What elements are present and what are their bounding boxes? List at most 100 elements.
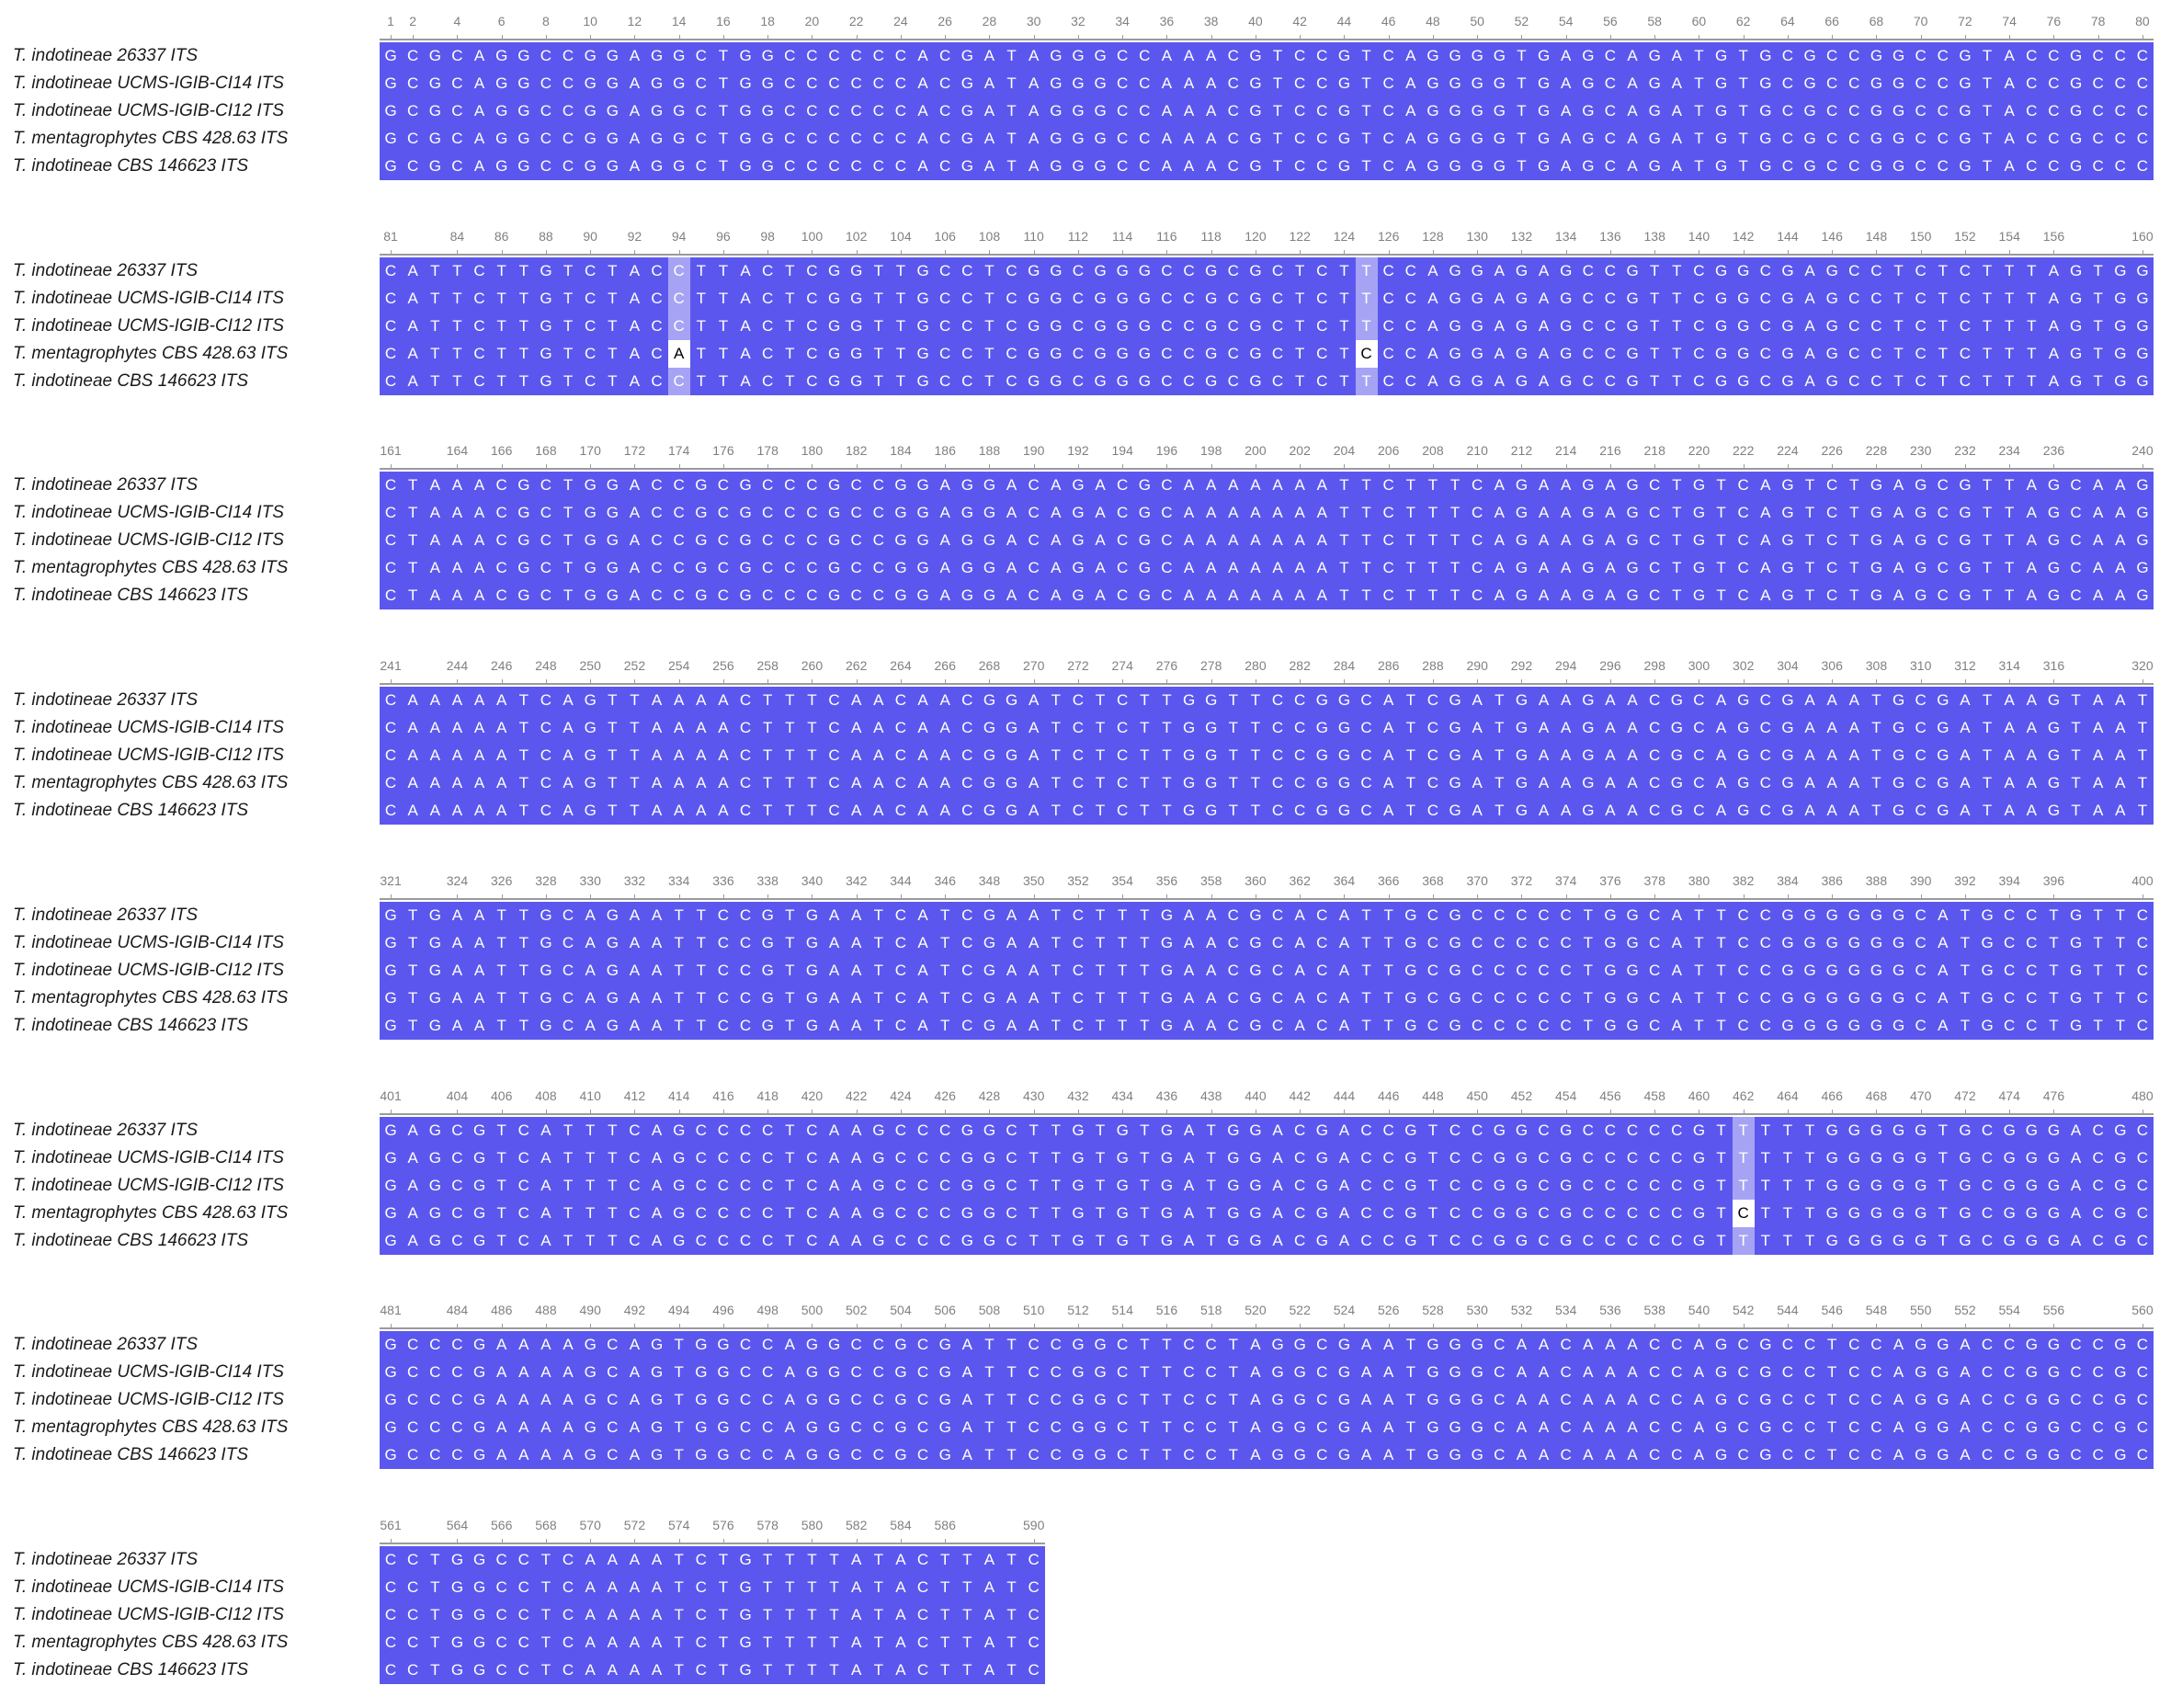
nucleotide: C <box>1294 1177 1306 1194</box>
nucleotide: T <box>1405 1363 1415 1381</box>
nucleotide: C <box>451 1177 463 1194</box>
nucleotide: T <box>585 1232 596 1249</box>
nucleotide: A <box>1095 531 1106 549</box>
nucleotide: G <box>2114 262 2127 279</box>
nucleotide: G <box>1537 157 1551 175</box>
nucleotide: C <box>1759 719 1771 736</box>
nucleotide: C <box>495 1578 507 1596</box>
nucleotide: T <box>2004 559 2015 576</box>
nucleotide: G <box>1825 1204 1838 1222</box>
nucleotide: A <box>1561 47 1572 64</box>
nucleotide: C <box>2136 157 2149 175</box>
nucleotide: G <box>1116 1122 1129 1139</box>
nucleotide: G <box>606 476 619 494</box>
nucleotide: C <box>1472 989 1483 1007</box>
nucleotide: G <box>1271 1418 1284 1436</box>
nucleotide: T <box>1361 504 1371 521</box>
nucleotide: C <box>1870 1446 1882 1463</box>
nucleotide: T <box>762 1661 773 1679</box>
nucleotide: A <box>2004 74 2015 92</box>
nucleotide: A <box>2093 746 2104 764</box>
nucleotide: C <box>762 1418 774 1436</box>
nucleotide: C <box>1737 989 1749 1007</box>
ruler-tick-label: 112 <box>1067 229 1089 244</box>
nucleotide: C <box>2136 1336 2149 1353</box>
nucleotide: T <box>1405 559 1415 576</box>
nucleotide: C <box>1072 345 1085 362</box>
ruler-tick-label: 12 <box>627 14 642 28</box>
nucleotide: C <box>384 559 397 576</box>
nucleotide: G <box>761 130 774 147</box>
nucleotide: G <box>428 906 441 924</box>
nucleotide: A <box>1671 962 1682 979</box>
ruler-tick-label: 176 <box>712 443 734 458</box>
nucleotide: C <box>1538 1149 1550 1167</box>
ruler-tick-label: 106 <box>934 229 956 244</box>
nucleotide: A <box>451 719 463 736</box>
nucleotide: G <box>983 1204 996 1222</box>
nucleotide: A <box>1206 1017 1217 1034</box>
nucleotide: A <box>1316 504 1327 521</box>
nucleotide: G <box>1337 1446 1351 1463</box>
position-ruler: 1 2 4 6 8 10 12 14 16 18 20 22 24 26 28 30 32 34 36 38 40 42 4… <box>380 13 2154 40</box>
nucleotide: C <box>562 130 574 147</box>
nucleotide: T <box>430 1661 440 1679</box>
nucleotide: G <box>1781 586 1794 604</box>
nucleotide: T <box>1938 372 1948 390</box>
nucleotide: G <box>1714 130 1728 147</box>
nucleotide: C <box>1161 586 1173 604</box>
nucleotide: A <box>1583 1418 1594 1436</box>
nucleotide: G <box>384 1363 397 1381</box>
nucleotide: G <box>761 989 774 1007</box>
nucleotide: C <box>585 290 597 307</box>
nucleotide: C <box>2026 74 2038 92</box>
nucleotide: C <box>1271 719 1284 736</box>
nucleotide: C <box>451 74 463 92</box>
nucleotide: C <box>540 691 552 709</box>
nucleotide: T <box>430 290 440 307</box>
nucleotide: G <box>1449 774 1461 791</box>
nucleotide: G <box>1227 1232 1240 1249</box>
sequence-label: T. indotineae 26337 ITS <box>13 1331 198 1359</box>
nucleotide: T <box>1804 1177 1815 1194</box>
ruler-tick-mark <box>1033 1324 1035 1329</box>
nucleotide: C <box>1072 290 1085 307</box>
nucleotide: A <box>1583 1363 1594 1381</box>
nucleotide: C <box>695 1578 707 1596</box>
nucleotide: C <box>451 102 463 120</box>
nucleotide: G <box>1315 1232 1328 1249</box>
nucleotide: T <box>452 345 462 362</box>
nucleotide: C <box>2136 74 2149 92</box>
ruler-tick-mark <box>856 1539 858 1544</box>
ruler-tick-mark <box>1743 250 1745 256</box>
nucleotide: G <box>1515 345 1529 362</box>
nucleotide: C <box>739 1177 752 1194</box>
ruler-tick-mark <box>900 464 902 470</box>
nucleotide: C <box>2136 1363 2149 1381</box>
nucleotide: G <box>2047 691 2061 709</box>
nucleotide: T <box>1938 1122 1948 1139</box>
nucleotide: A <box>1206 74 1217 92</box>
ruler-tick-label: 206 <box>1378 443 1400 458</box>
nucleotide: T <box>1117 989 1128 1007</box>
nucleotide: G <box>1426 1363 1439 1381</box>
nucleotide: C <box>850 1363 862 1381</box>
nucleotide: C <box>916 1446 929 1463</box>
nucleotide: G <box>1781 559 1794 576</box>
ruler-tick-label: 226 <box>1821 443 1843 458</box>
nucleotide: T <box>430 1551 440 1568</box>
nucleotide: A <box>1561 559 1572 576</box>
nucleotide: G <box>1249 130 1262 147</box>
nucleotide: T <box>1051 719 1061 736</box>
genus-label: T. <box>13 530 28 550</box>
ruler-tick-mark <box>1077 35 1079 40</box>
nucleotide: T <box>1361 906 1371 924</box>
ruler-tick-mark <box>590 464 592 470</box>
nucleotide: G <box>517 130 530 147</box>
nucleotide: C <box>1538 934 1550 951</box>
nucleotide: C <box>1006 262 1017 279</box>
nucleotide: T <box>496 372 506 390</box>
nucleotide: C <box>1826 531 1838 549</box>
nucleotide: C <box>1494 906 1506 924</box>
nucleotide: A <box>2115 691 2126 709</box>
